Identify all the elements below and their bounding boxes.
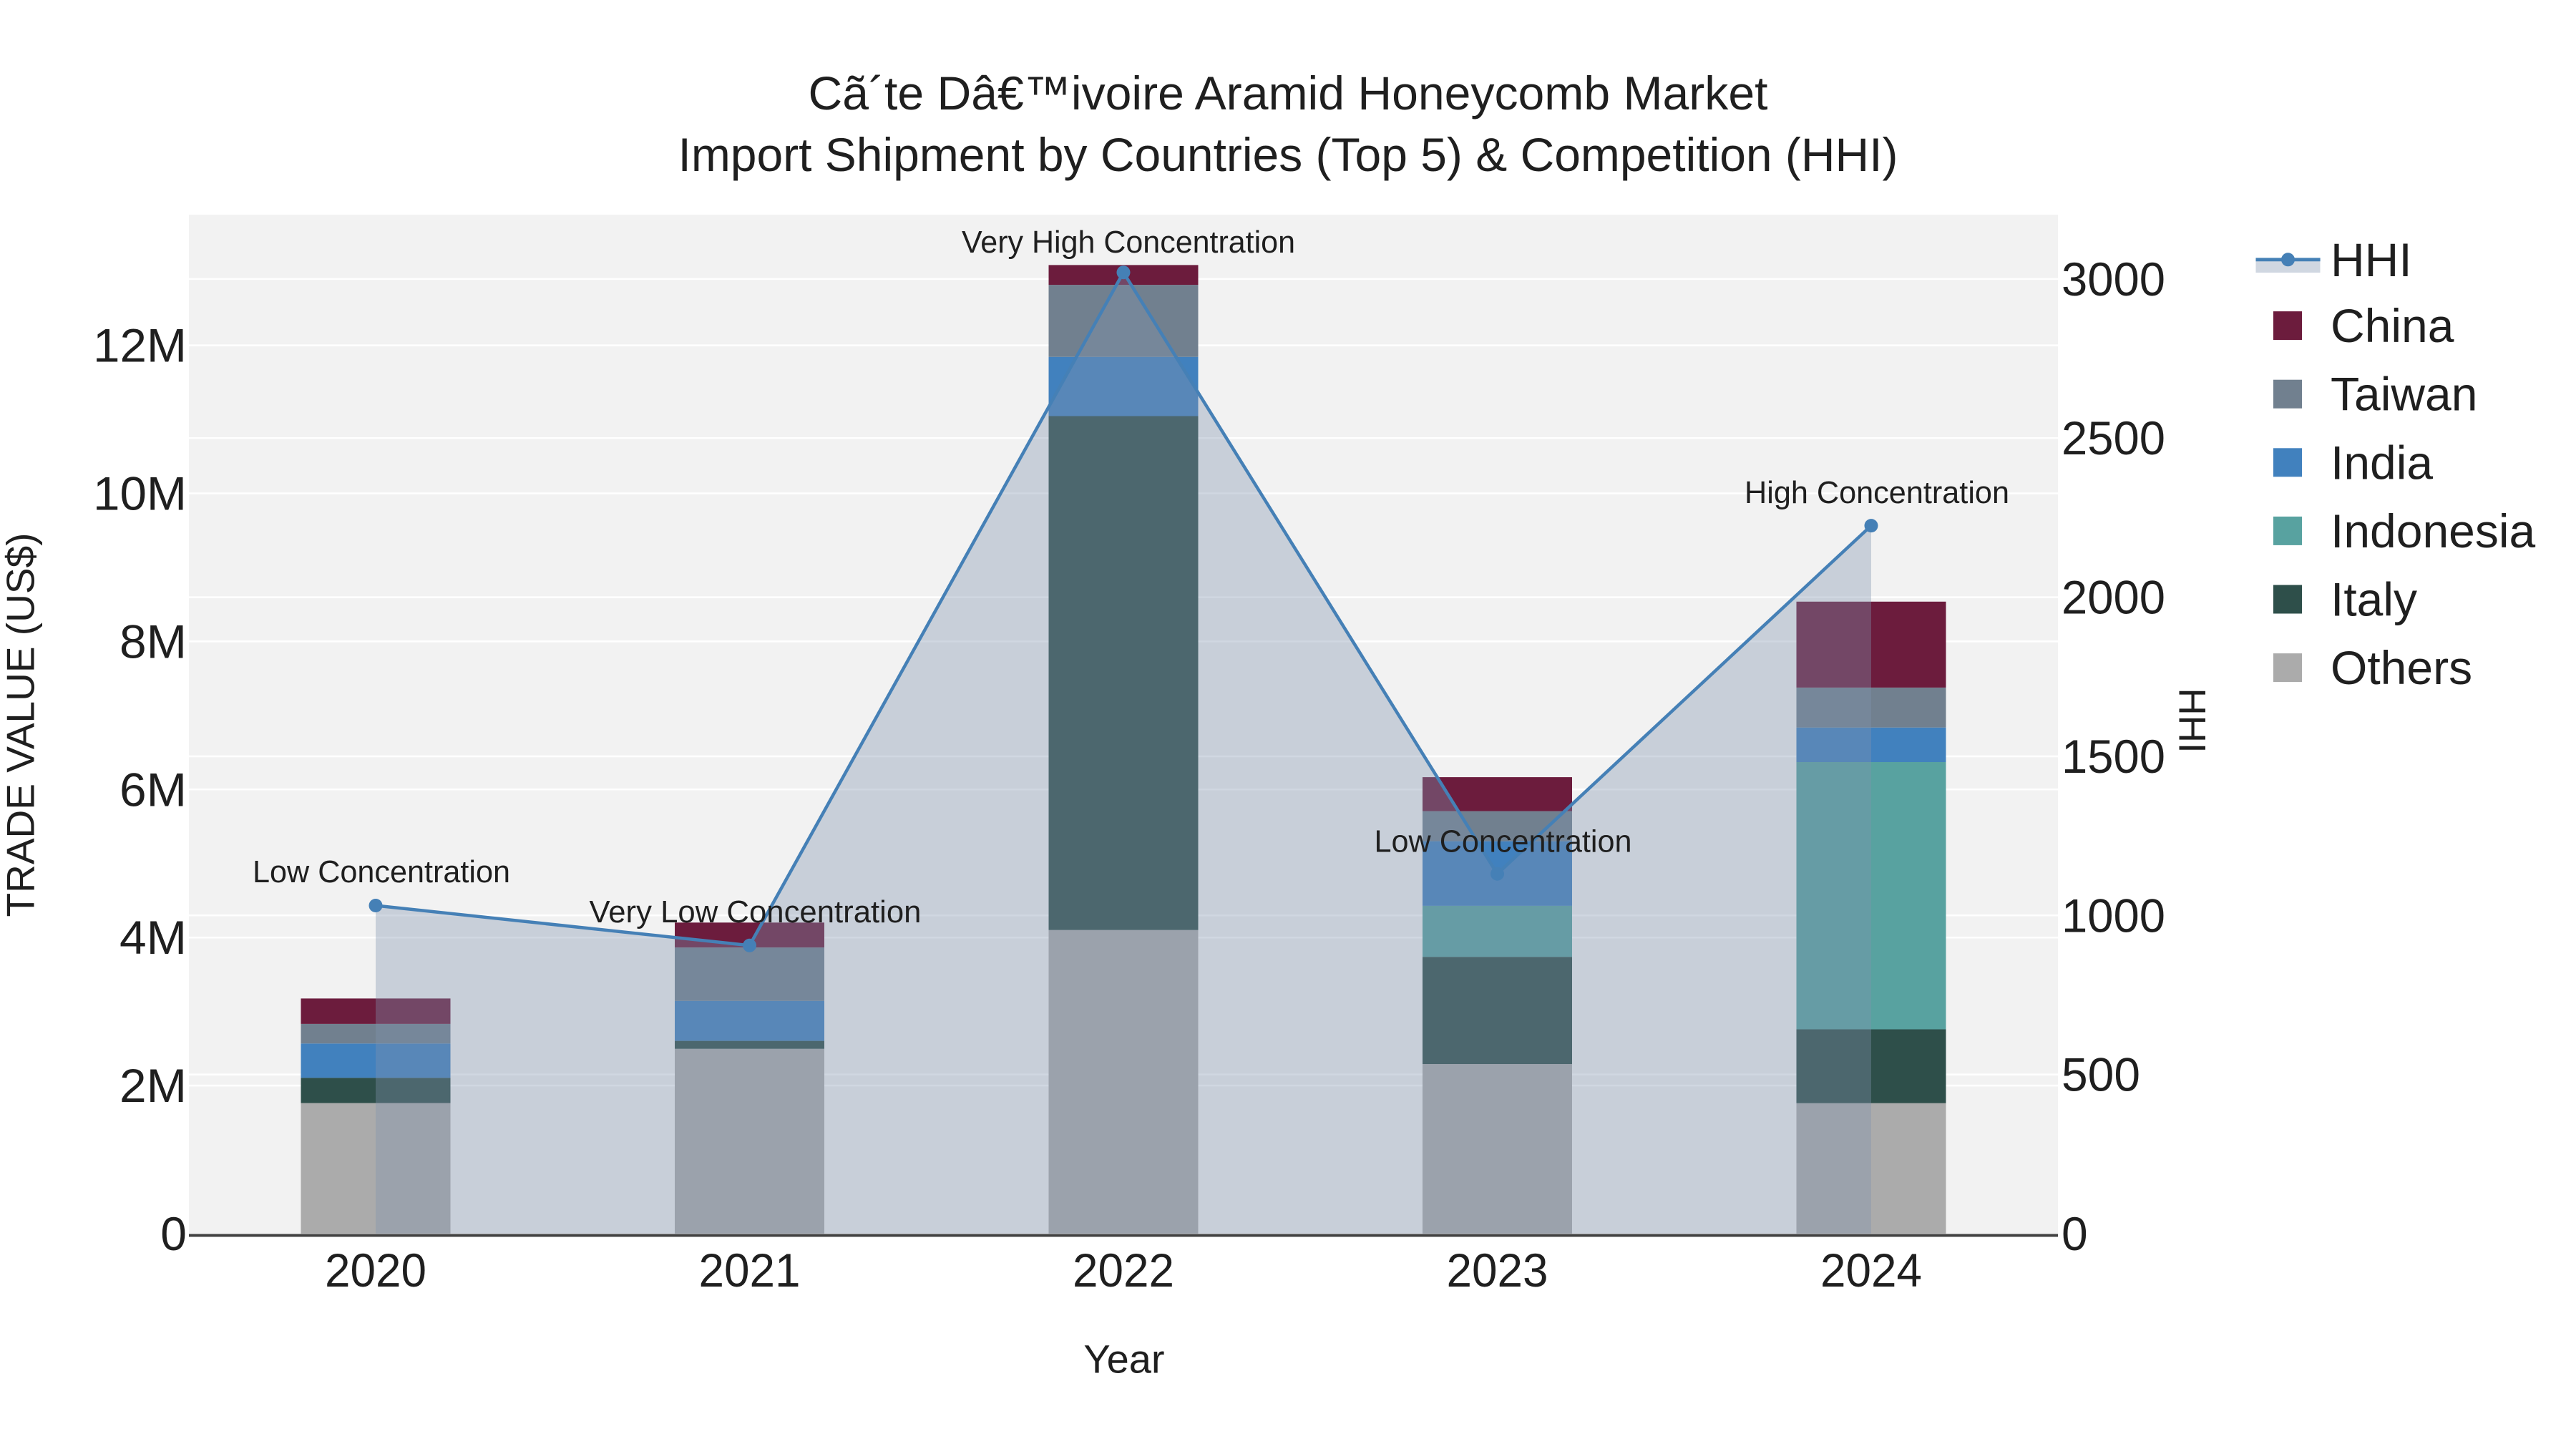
svg-text:2500: 2500 [2062,411,2165,464]
svg-text:China: China [2331,299,2454,352]
svg-text:2021: 2021 [699,1244,801,1297]
svg-text:TRADE VALUE (US$): TRADE VALUE (US$) [0,533,43,917]
svg-text:2M: 2M [119,1059,187,1112]
svg-text:Others: Others [2331,641,2472,694]
svg-text:2000: 2000 [2062,571,2165,624]
svg-text:0: 0 [160,1207,187,1260]
svg-text:4M: 4M [119,911,187,964]
svg-text:2022: 2022 [1073,1244,1174,1297]
svg-text:3000: 3000 [2062,253,2165,306]
svg-text:10M: 10M [93,467,187,520]
svg-text:Cã´te Dâ€™ivoire Aramid Honeyc: Cã´te Dâ€™ivoire Aramid Honeycomb Market [809,67,1768,119]
svg-text:Low Concentration: Low Concentration [1375,825,1632,859]
svg-text:High Concentration: High Concentration [1745,476,2009,510]
svg-text:Italy: Italy [2331,573,2417,626]
svg-text:2024: 2024 [1820,1244,1922,1297]
svg-text:HHI: HHI [2171,688,2213,753]
svg-text:Low Concentration: Low Concentration [253,855,510,889]
svg-text:500: 500 [2062,1048,2140,1101]
svg-text:8M: 8M [119,615,187,668]
svg-text:Very Low Concentration: Very Low Concentration [590,895,922,930]
svg-text:Very High Concentration: Very High Concentration [962,225,1295,260]
svg-text:2023: 2023 [1447,1244,1548,1297]
svg-text:1500: 1500 [2062,730,2165,783]
svg-text:0: 0 [2062,1207,2088,1260]
svg-text:1000: 1000 [2062,889,2165,942]
svg-text:Taiwan: Taiwan [2331,368,2477,421]
svg-text:2020: 2020 [325,1244,426,1297]
svg-text:6M: 6M [119,763,187,816]
svg-text:Indonesia: Indonesia [2331,504,2536,557]
svg-text:India: India [2331,436,2433,489]
svg-text:Year: Year [1083,1337,1164,1382]
svg-text:12M: 12M [93,319,187,372]
svg-text:Import Shipment by Countries (: Import Shipment by Countries (Top 5) & C… [678,128,1898,181]
svg-text:HHI: HHI [2331,233,2412,286]
